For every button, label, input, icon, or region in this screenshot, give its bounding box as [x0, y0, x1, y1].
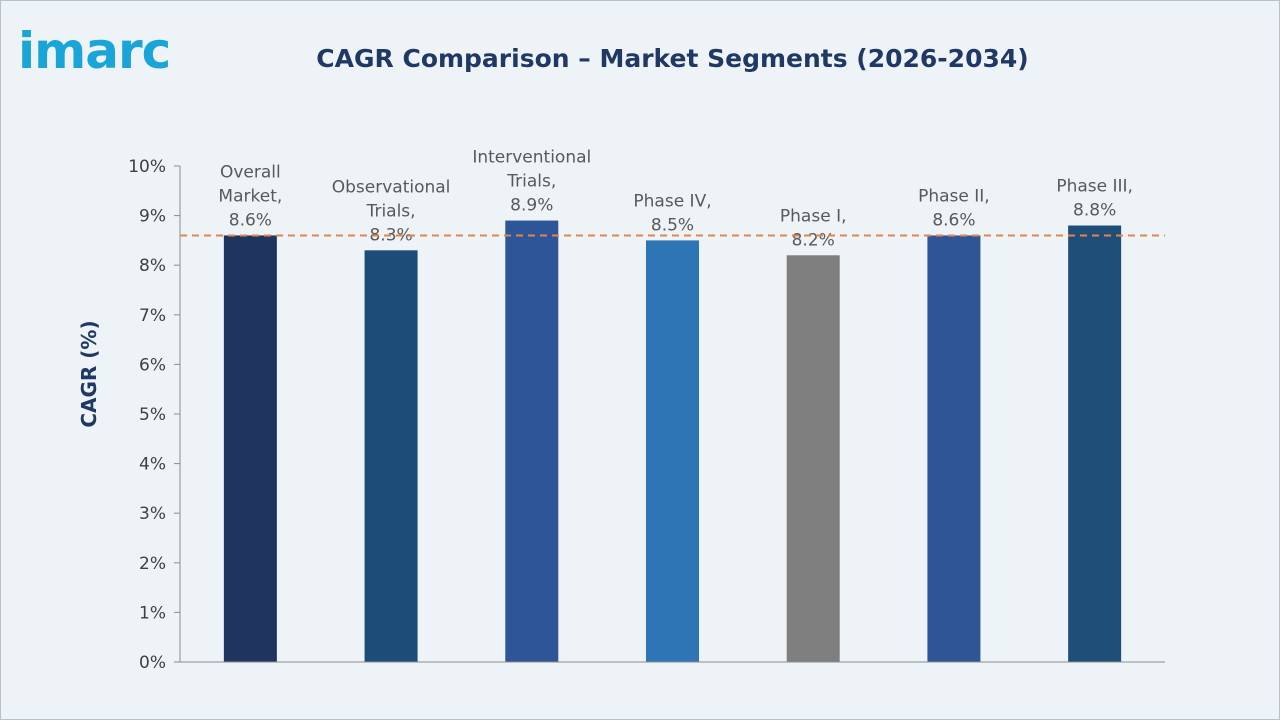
bar: [646, 240, 699, 662]
data-label: Phase I,: [780, 206, 847, 226]
data-label: Phase II,: [918, 186, 990, 206]
y-tick-label: 7%: [139, 306, 166, 326]
data-label: Observational: [332, 177, 451, 197]
data-label: 8.5%: [651, 215, 694, 235]
y-tick-label: 3%: [139, 504, 166, 524]
data-label: Interventional: [472, 148, 591, 168]
data-label: Phase IV,: [633, 191, 711, 211]
y-axis: 0% 1% 2% 3% 4% 5% 6% 7% 8% 9% 10%: [128, 157, 181, 673]
y-tick-label: 1%: [139, 603, 166, 623]
y-tick-label: 8%: [139, 256, 166, 276]
data-label: 8.3%: [369, 225, 412, 245]
bars: [223, 220, 1122, 662]
data-label: 8.6%: [229, 210, 272, 230]
data-label: Market,: [218, 186, 282, 206]
chart-title: CAGR Comparison – Market Segments (2026-…: [316, 44, 1029, 73]
data-label: 8.8%: [1073, 201, 1116, 221]
bar: [223, 235, 277, 662]
data-label: Overall: [220, 162, 281, 182]
data-label: Trials,: [506, 172, 556, 192]
y-tick-label: 6%: [139, 355, 166, 375]
y-tick-label: 0%: [139, 653, 166, 673]
data-label: 8.6%: [932, 210, 975, 230]
bar: [1068, 225, 1122, 662]
y-tick-label: 10%: [128, 157, 166, 177]
data-label: 8.9%: [510, 196, 553, 216]
data-label: Trials,: [366, 201, 416, 221]
y-axis-label: CAGR (%): [77, 320, 101, 427]
data-label: Phase III,: [1056, 177, 1133, 197]
y-tick-label: 9%: [139, 207, 166, 227]
y-tick-label: 4%: [139, 455, 166, 475]
data-label: 8.2%: [792, 230, 835, 250]
imarc-logo: imarc: [18, 22, 171, 80]
bar: [927, 235, 981, 662]
bar: [786, 255, 840, 662]
y-tick-label: 5%: [139, 405, 166, 425]
bar: [505, 220, 559, 662]
y-tick-label: 2%: [139, 554, 166, 574]
data-labels: Overall Market, 8.6% Observational Trials, 8.…: [218, 148, 1133, 251]
bar: [364, 250, 418, 662]
